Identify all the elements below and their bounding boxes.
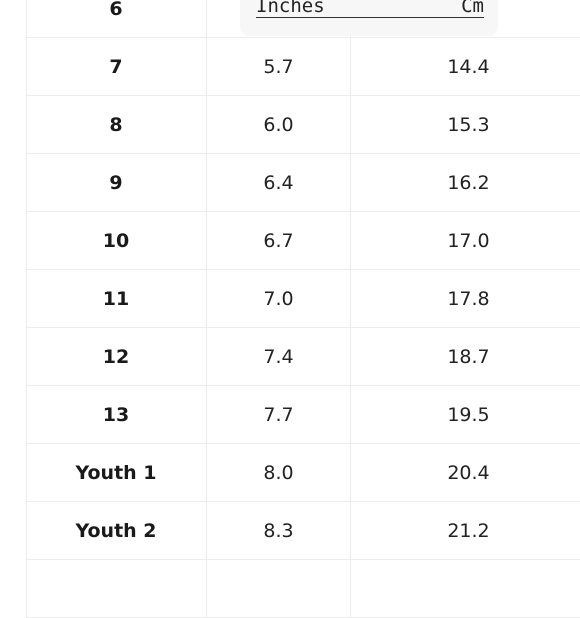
size-cell: 12 <box>26 328 207 385</box>
inches-cell: 5.7 <box>207 38 351 95</box>
table-row: 8 6.0 15.3 <box>26 96 580 154</box>
inches-header-label: Inches <box>256 0 325 17</box>
size-cell <box>26 560 207 617</box>
inches-cell <box>207 560 351 617</box>
size-cell: 10 <box>26 212 207 269</box>
table-row: 7 5.7 14.4 <box>26 38 580 96</box>
size-cell: 11 <box>26 270 207 327</box>
cm-cell <box>351 560 580 617</box>
size-cell: 8 <box>26 96 207 153</box>
cm-cell: 16.2 <box>447 171 490 194</box>
size-chart-table: 6 7 5.7 14.4 8 6.0 15.3 9 6.4 16.2 10 6.… <box>26 0 580 618</box>
size-cell: Youth 1 <box>26 444 207 501</box>
unit-header: Inches Cm <box>256 0 484 18</box>
inches-cell: 7.4 <box>207 328 351 385</box>
size-cell: 9 <box>26 154 207 211</box>
cm-cell: 17.8 <box>447 287 490 310</box>
table-row: 9 6.4 16.2 <box>26 154 580 212</box>
cm-cell: 18.7 <box>447 345 490 368</box>
inches-cell: 7.7 <box>207 386 351 443</box>
table-row: Youth 2 8.3 21.2 <box>26 502 580 560</box>
inches-cell: 7.0 <box>207 270 351 327</box>
size-cell: Youth 2 <box>26 502 207 559</box>
cm-cell: 14.4 <box>447 55 490 78</box>
size-cell: 13 <box>26 386 207 443</box>
inches-cell: 6.0 <box>207 96 351 153</box>
cm-cell: 21.2 <box>447 519 490 542</box>
size-cell: 7 <box>26 38 207 95</box>
inches-cell: 6.7 <box>207 212 351 269</box>
unit-header-panel <box>240 0 498 36</box>
table-row: Youth 1 8.0 20.4 <box>26 444 580 502</box>
table-row: 12 7.4 18.7 <box>26 328 580 386</box>
table-row: 11 7.0 17.8 <box>26 270 580 328</box>
cm-cell: 17.0 <box>447 229 490 252</box>
cm-cell: 19.5 <box>447 403 490 426</box>
cm-header-label: Cm <box>461 0 484 17</box>
inches-cell: 6.4 <box>207 154 351 211</box>
table-row <box>26 560 580 618</box>
table-row: 10 6.7 17.0 <box>26 212 580 270</box>
cm-cell: 15.3 <box>447 113 490 136</box>
inches-cell: 8.3 <box>207 502 351 559</box>
cm-cell: 20.4 <box>447 461 490 484</box>
size-cell: 6 <box>26 0 207 37</box>
inches-cell: 8.0 <box>207 444 351 501</box>
table-row: 13 7.7 19.5 <box>26 386 580 444</box>
